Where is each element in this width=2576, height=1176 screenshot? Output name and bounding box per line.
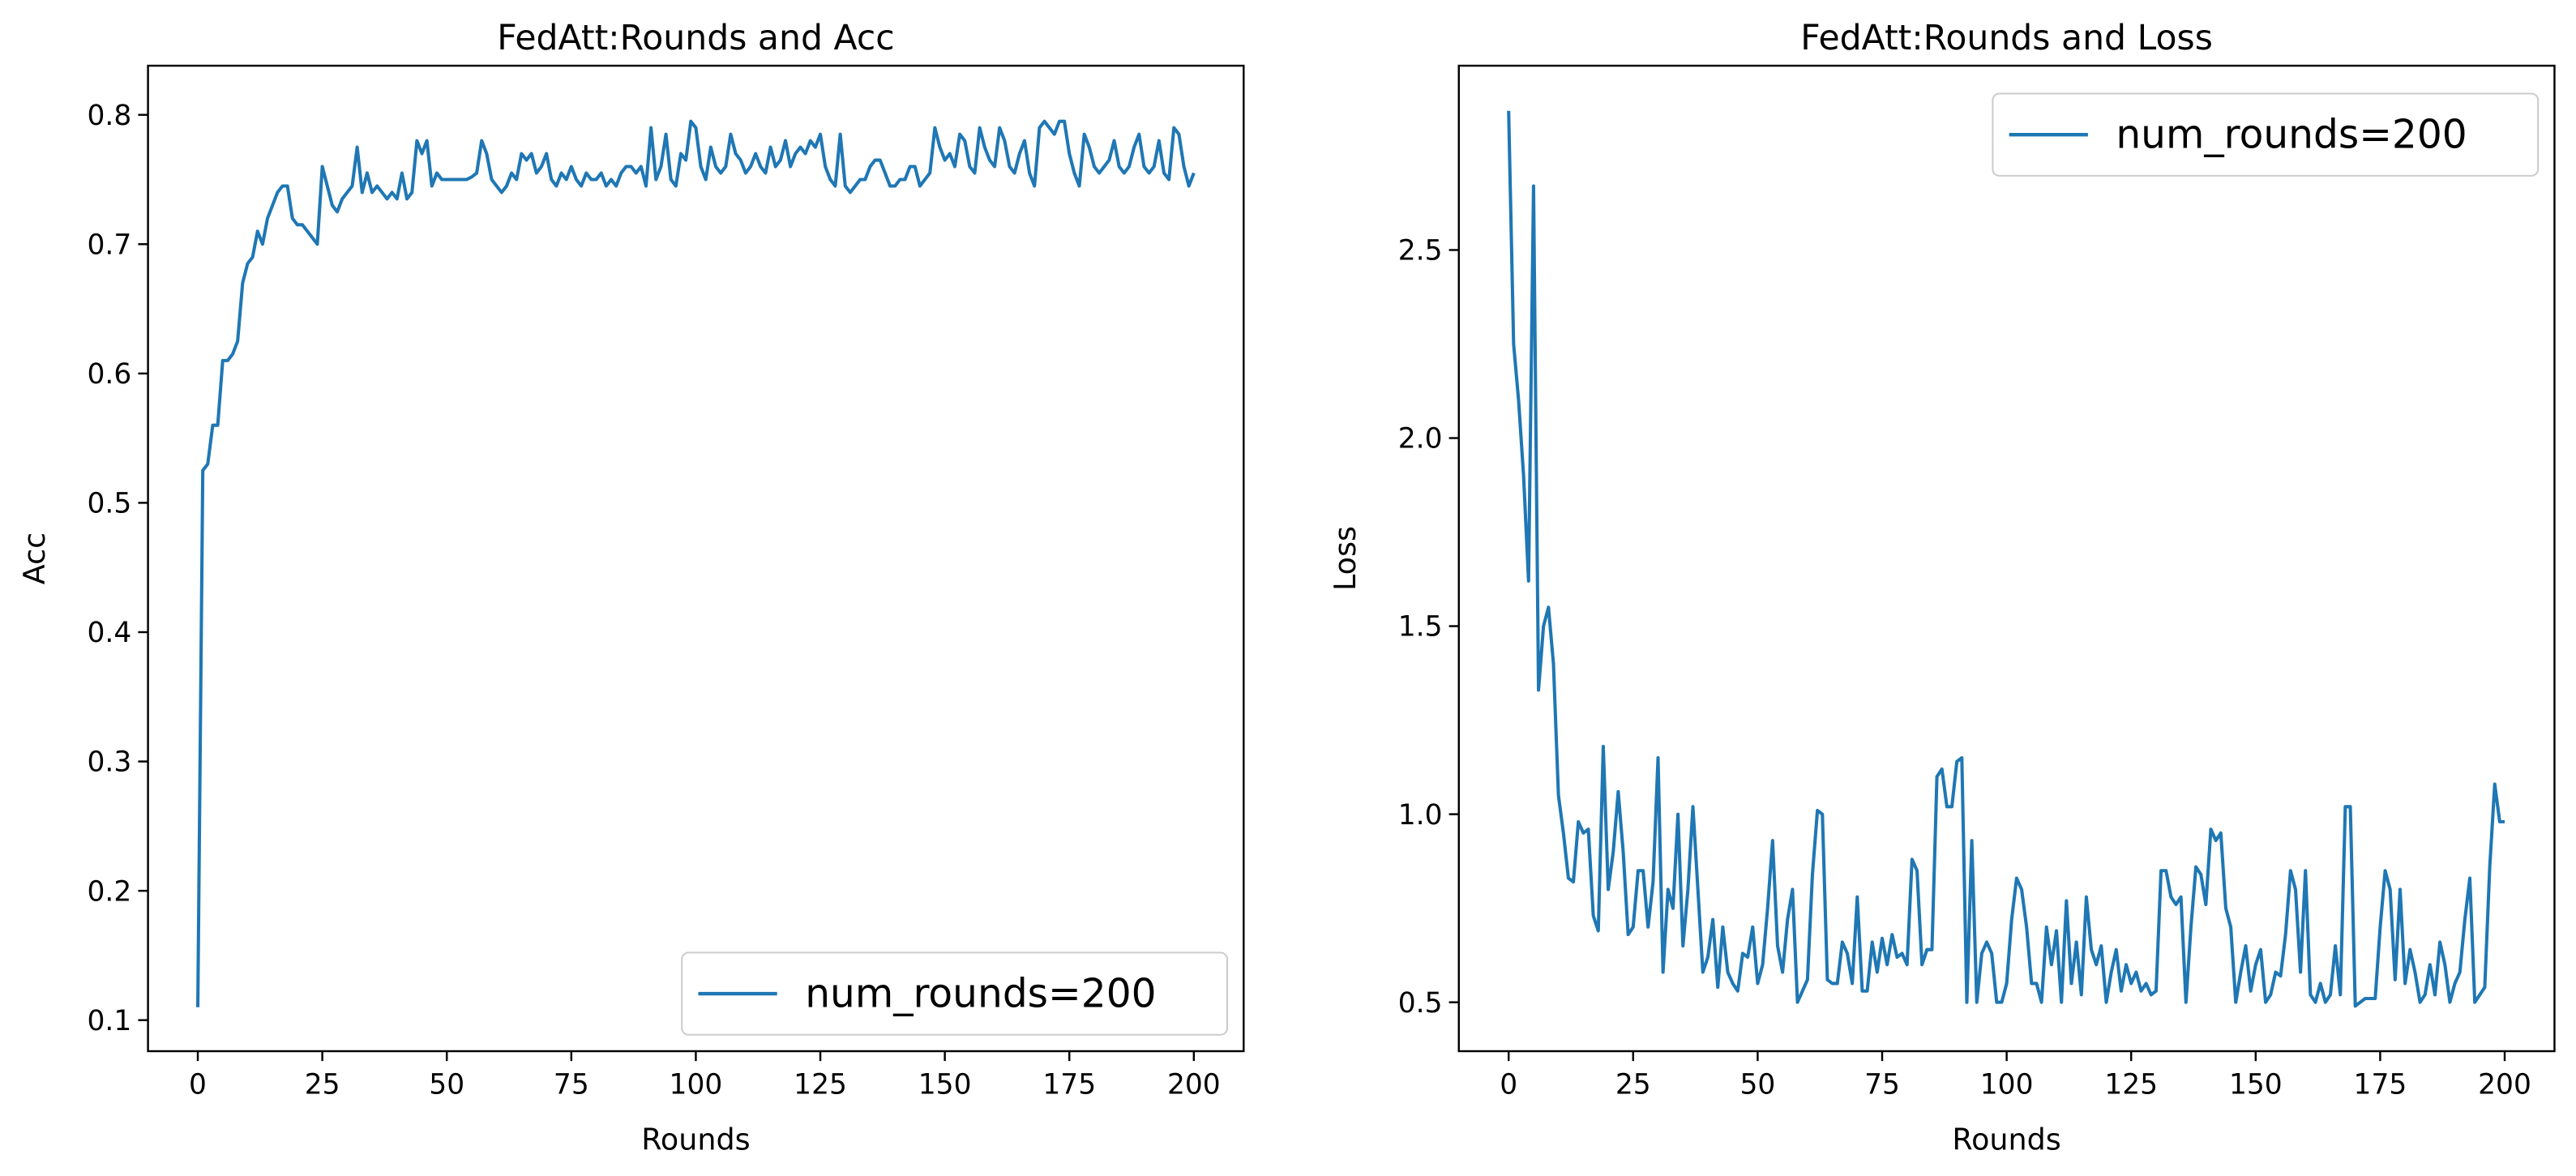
- y-axis-label: Acc: [17, 532, 52, 584]
- legend-box: [1992, 92, 2540, 177]
- y-tick-label: 1.5: [1398, 611, 1443, 644]
- x-tick-label: 175: [2354, 1069, 2407, 1101]
- chart-title: FedAtt:Rounds and Loss: [1800, 19, 2213, 58]
- x-tick-label: 50: [1739, 1069, 1775, 1101]
- y-tick-label: 0.3: [88, 746, 132, 779]
- x-tick-label: 125: [2104, 1069, 2158, 1101]
- x-tick-label: 150: [918, 1069, 972, 1101]
- legend-label: num_rounds=200: [805, 971, 1156, 1016]
- x-tick-label: 75: [1864, 1069, 1900, 1101]
- y-tick-label: 1.0: [1398, 799, 1443, 832]
- x-tick-label: 50: [429, 1069, 464, 1101]
- x-tick-label: 25: [1615, 1069, 1651, 1101]
- y-tick-label: 0.5: [88, 488, 132, 520]
- x-axis-label: Rounds: [641, 1123, 750, 1157]
- x-tick-label: 0: [1500, 1069, 1517, 1101]
- y-tick-label: 0.6: [88, 358, 132, 391]
- y-tick-label: 2.0: [1398, 423, 1443, 455]
- y-tick-label: 0.1: [88, 1005, 132, 1037]
- chart-title: FedAtt:Rounds and Acc: [497, 19, 894, 58]
- x-tick-label: 150: [2229, 1069, 2283, 1101]
- x-tick-label: 200: [1167, 1069, 1221, 1101]
- x-tick-label: 25: [305, 1069, 340, 1101]
- y-tick-label: 0.4: [88, 617, 132, 649]
- x-axis-label: Rounds: [1952, 1123, 2060, 1157]
- x-tick-label: 200: [2478, 1069, 2531, 1101]
- y-tick-label: 0.2: [88, 875, 132, 908]
- x-tick-label: 125: [794, 1069, 847, 1101]
- axes-frame: [1457, 64, 2556, 1053]
- legend-label: num_rounds=200: [2116, 112, 2467, 157]
- y-tick-label: 0.7: [88, 229, 132, 261]
- x-tick-label: 0: [189, 1069, 207, 1101]
- x-tick-label: 100: [1980, 1069, 2034, 1101]
- legend-box: [681, 951, 1229, 1036]
- data-line: [196, 119, 1196, 1007]
- data-line: [1507, 110, 2505, 1008]
- x-tick-label: 175: [1042, 1069, 1096, 1101]
- y-axis-label: Loss: [1328, 526, 1363, 591]
- axes-frame: [147, 64, 1245, 1053]
- y-tick-label: 0.8: [88, 100, 132, 132]
- x-tick-label: 75: [554, 1069, 589, 1101]
- x-tick-label: 100: [670, 1069, 723, 1101]
- y-tick-label: 0.5: [1398, 987, 1443, 1020]
- y-tick-label: 2.5: [1398, 235, 1443, 267]
